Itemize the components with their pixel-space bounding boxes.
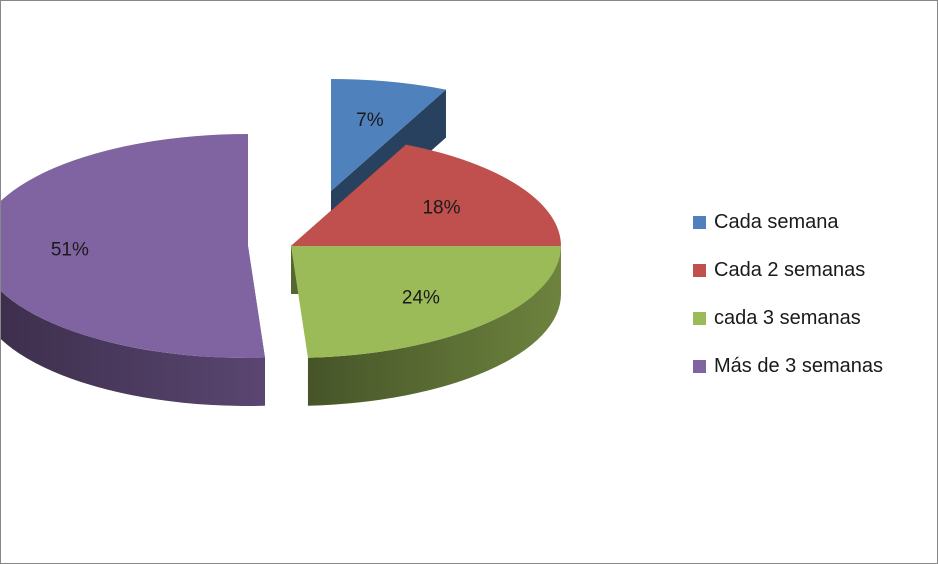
legend-label: Más de 3 semanas [714, 354, 883, 377]
legend-label: cada 3 semanas [714, 306, 861, 329]
slice-cada-semana [331, 79, 446, 191]
data-label-mas-de-3-semanas: 51% [51, 239, 89, 260]
slice-side-cada-3-semanas [307, 246, 561, 406]
legend-swatch [693, 263, 706, 277]
legend-item-cada-3-semanas: cada 3 semanas [693, 294, 883, 342]
legend-label: Cada semana [714, 210, 839, 233]
data-label-cada-semana: 7% [356, 110, 384, 131]
slice-cada-2-semanas [291, 144, 561, 246]
legend-item-cada-2-semanas: Cada 2 semanas [693, 246, 883, 294]
data-label-cada-2-semanas: 18% [422, 197, 460, 218]
legend: Cada semana Cada 2 semanas cada 3 semana… [693, 198, 883, 390]
legend-label: Cada 2 semanas [714, 258, 866, 281]
data-label-cada-3-semanas: 24% [402, 288, 440, 309]
legend-item-cada-semana: Cada semana [693, 198, 883, 246]
slice-side-mas-de-3-semanas [1, 291, 265, 406]
legend-swatch [693, 359, 706, 373]
pie-tops [1, 79, 561, 358]
pie-labels: 7% 18% 24% 51% [51, 110, 461, 309]
slice-cada-3-semanas [291, 246, 561, 358]
legend-item-mas-de-3-semanas: Más de 3 semanas [693, 342, 883, 390]
legend-swatch [693, 215, 706, 229]
slice-mas-de-3-semanas [1, 134, 265, 358]
legend-swatch [693, 311, 706, 325]
